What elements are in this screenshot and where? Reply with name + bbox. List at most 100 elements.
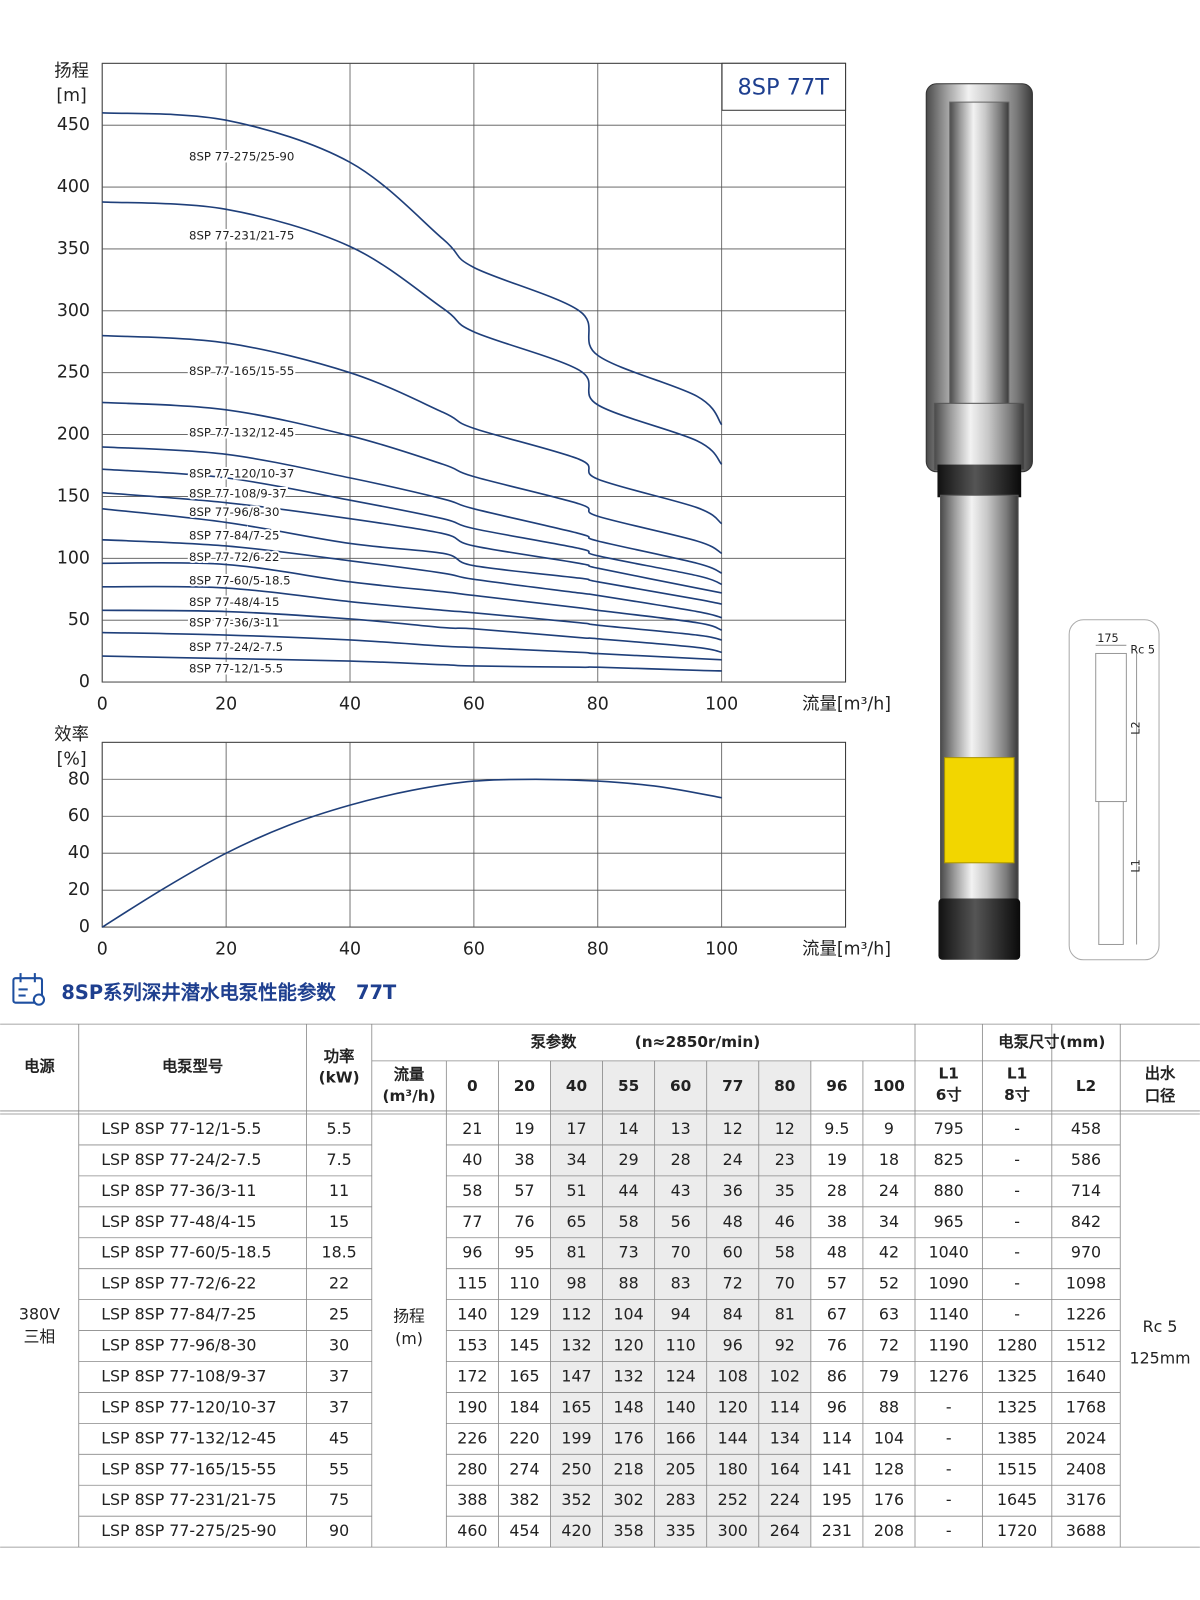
table-cell: - [1014,1119,1020,1138]
table-cell: - [946,1459,952,1478]
table-cell: LSP 8SP 77-60/5-18.5 [101,1243,271,1262]
curve [102,201,723,465]
table-cell: - [1014,1274,1020,1293]
table-cell: 1276 [929,1366,969,1385]
table-cell: 795 [934,1119,964,1138]
table-cell: 24 [879,1181,899,1200]
table-cell: 335 [666,1521,696,1540]
title-box [721,62,847,111]
x-tick-label: 40 [339,695,361,715]
table-cell: 153 [457,1336,487,1355]
table-cell: 129 [509,1305,539,1324]
table-cell: LSP 8SP 77-36/3-11 [101,1181,256,1200]
table-cell: 970 [1071,1243,1101,1262]
shaded-columns [550,1060,811,1548]
table-cell: 40 [462,1150,482,1169]
curve [102,609,722,654]
table-cell: 34 [879,1212,899,1231]
table-cell: 72 [723,1274,743,1293]
table-cell: 84 [723,1305,743,1324]
table-cell: 140 [666,1397,696,1416]
table-cell: 37 [329,1397,349,1416]
header-cell: 100 [873,1077,905,1095]
table-cell: 112 [561,1305,591,1324]
curve-label: 8SP 77-96/8-30 [189,505,279,519]
table-cell: 220 [509,1428,539,1447]
table-cell: 21 [462,1119,482,1138]
table-cell: 67 [827,1305,847,1324]
merged-cell: 380V [19,1305,60,1324]
table-cell: 29 [619,1150,639,1169]
table-cell: 148 [613,1397,643,1416]
table-cell: 57 [514,1181,534,1200]
curve-label: 8SP 77-24/2-7.5 [189,640,283,654]
table-cell: 132 [561,1336,591,1355]
table-cell: 144 [718,1428,748,1447]
curve-label: 8SP 77-36/3-11 [189,615,279,629]
curve [102,334,723,525]
x-axis-label: 流量[m³/h] [802,940,891,960]
table-cell: 24 [723,1150,743,1169]
header-cell: 0 [467,1077,478,1095]
table-cell: 25 [329,1305,349,1324]
table-cell: 92 [775,1336,795,1355]
y-tick-label: 50 [68,610,90,630]
y-axis-unit: [%] [57,750,87,770]
header-cell: 功率 [324,1047,355,1065]
header-cell: 77 [722,1077,743,1095]
section-icon [12,973,46,1006]
table-cell: 164 [770,1459,800,1478]
table-cell: 250 [561,1459,591,1478]
table-cell: 44 [619,1181,639,1200]
table-cell: 45 [329,1428,349,1447]
table-cell: 86 [827,1366,847,1385]
table-cell: 83 [671,1274,691,1293]
table-cell: 1515 [997,1459,1037,1478]
curve-label: 8SP 77-231/21-75 [189,228,294,242]
table-cell: - [946,1397,952,1416]
table-cell: 72 [879,1336,899,1355]
table-cell: 46 [775,1212,795,1231]
table-cell: 1645 [997,1490,1037,1509]
table-cell: 18 [879,1150,899,1169]
x-axis-label: 流量[m³/h] [802,695,891,715]
table-cell: 420 [561,1521,591,1540]
table-cell: 184 [509,1397,539,1416]
table-cell: 2408 [1066,1459,1106,1478]
merged-cell: 125mm [1130,1349,1191,1368]
table-cell: 205 [666,1459,696,1478]
table-cell: 1280 [997,1336,1037,1355]
table-cell: 19 [827,1150,847,1169]
table-cell: LSP 8SP 77-72/6-22 [101,1274,256,1293]
merged-cell: 扬程 [393,1307,425,1326]
y-tick-label: 0 [79,917,90,937]
table-cell: 76 [514,1212,534,1231]
table-cell: 147 [561,1366,591,1385]
x-tick-label: 60 [463,940,485,960]
y-axis-unit: [m] [56,86,86,106]
header-cell: (m³/h) [383,1087,436,1105]
table-cell: 1385 [997,1428,1037,1447]
table-cell: 63 [879,1305,899,1324]
table-cell: 1325 [997,1397,1037,1416]
curve-label: 8SP 77-275/25-90 [189,150,294,164]
table-cell: 190 [457,1397,487,1416]
table-cell: 1512 [1066,1336,1106,1355]
table-cell: 58 [619,1212,639,1231]
header-cell: L2 [1076,1077,1096,1095]
y-tick-label: 0 [79,672,90,692]
curve-label: 8SP 77-108/9-37 [189,487,287,501]
header-cell: 55 [618,1077,639,1095]
table-cell: 110 [666,1336,696,1355]
y-tick-label: 60 [68,806,90,826]
table-cell: LSP 8SP 77-84/7-25 [101,1305,256,1324]
table-cell: 5.5 [327,1119,352,1138]
table-cell: 1040 [929,1243,969,1262]
table-cell: LSP 8SP 77-120/10-37 [101,1397,276,1416]
table-cell: 65 [566,1212,586,1231]
header-cell: 80 [774,1077,795,1095]
table-cell: 252 [718,1490,748,1509]
table-cell: 98 [566,1274,586,1293]
y-tick-label: 80 [68,769,90,789]
x-tick-label: 80 [587,695,609,715]
